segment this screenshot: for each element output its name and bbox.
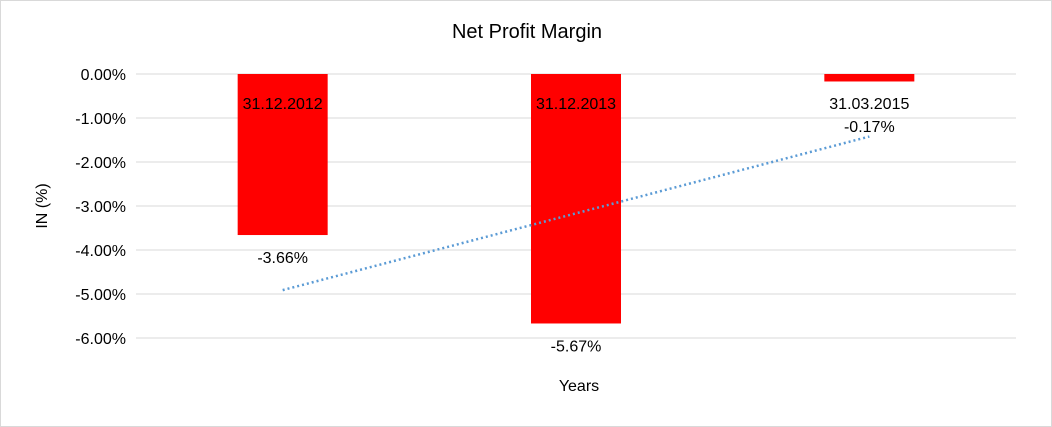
y-tick-label: -1.00% [75,111,126,128]
trendline [282,135,870,292]
bar [531,74,621,324]
y-tick-label: -3.00% [75,199,126,216]
x-tick-label: 31.12.2013 [536,96,616,113]
y-tick-label: 0.00% [81,67,126,84]
y-tick-label: -2.00% [75,155,126,172]
data-label: -3.66% [257,250,308,267]
y-axis-label: IN (%) [34,183,51,228]
y-tick-label: -6.00% [75,331,126,348]
bar [824,74,915,82]
chart-title: Net Profit Margin [452,21,602,43]
y-tick-label: -4.00% [75,243,126,260]
x-tick-label: 31.12.2012 [243,96,323,113]
y-tick-label: -5.00% [75,287,126,304]
data-label: -0.17% [844,119,895,136]
x-tick-label: 31.03.2015 [829,96,909,113]
bar [237,74,328,236]
data-label: -5.67% [551,338,602,355]
x-axis-label: Years [559,378,599,395]
